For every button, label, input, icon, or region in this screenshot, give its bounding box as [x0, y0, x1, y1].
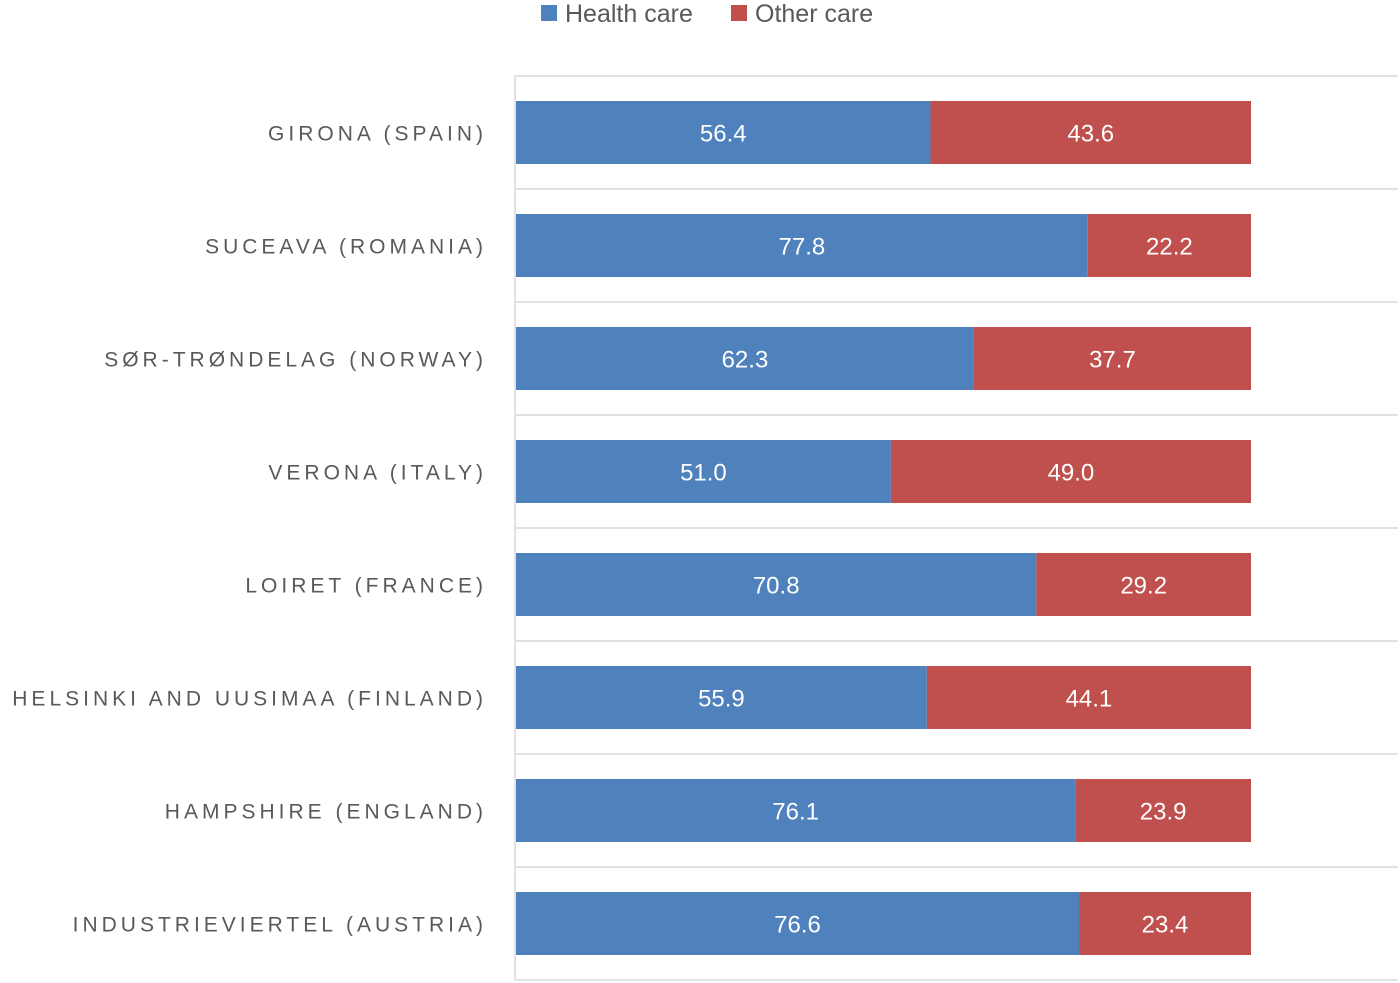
category-separators	[515, 75, 1398, 981]
health-care-bar	[516, 214, 1088, 277]
other-care-value-label: 43.6	[1067, 121, 1114, 148]
legend: Health care Other care	[541, 0, 873, 28]
bar-series	[516, 101, 1251, 955]
data-labels: 56.4 43.6 77.8 22.2 62.3 37.7 51.0 49.0 70.8 29.2…	[680, 121, 1193, 939]
other-care-value-label: 23.9	[1140, 799, 1187, 826]
category-label: SUCEAVA (ROMANIA)	[205, 236, 487, 259]
category-label: HAMPSHIRE (ENGLAND)	[165, 801, 487, 824]
other-care-bar	[930, 101, 1251, 164]
category-label: GIRONA (SPAIN)	[268, 123, 487, 146]
category-label: VERONA (ITALY)	[268, 462, 487, 485]
health-care-bar	[516, 440, 891, 503]
health-care-bar	[516, 553, 1037, 616]
other-care-bar	[1036, 553, 1251, 616]
category-label: HELSINKI AND UUSIMAA (FINLAND)	[12, 688, 487, 711]
other-care-value-label: 49.0	[1048, 460, 1095, 487]
health-care-bar	[516, 327, 974, 390]
legend-label-other-care: Other care	[755, 0, 873, 28]
health-care-value-label: 56.4	[700, 121, 747, 148]
health-care-value-label: 76.6	[774, 912, 821, 939]
other-care-value-label: 29.2	[1120, 573, 1167, 600]
legend-swatch-health-care	[541, 5, 557, 21]
other-care-bar	[1075, 779, 1251, 842]
category-label: SØR-TRØNDELAG (NORWAY)	[104, 349, 487, 372]
category-label: LOIRET (FRANCE)	[245, 575, 487, 598]
health-care-bar	[516, 779, 1076, 842]
legend-swatch-other-care	[731, 5, 747, 21]
other-care-value-label: 22.2	[1146, 234, 1193, 261]
health-care-bar	[516, 101, 931, 164]
other-care-value-label: 37.7	[1089, 347, 1136, 374]
other-care-bar	[926, 666, 1251, 729]
other-care-bar	[1087, 214, 1251, 277]
category-labels: GIRONA (SPAIN) SUCEAVA (ROMANIA) SØR-TRØND…	[12, 123, 487, 937]
health-care-value-label: 62.3	[722, 347, 769, 374]
other-care-value-label: 23.4	[1142, 912, 1189, 939]
health-care-value-label: 55.9	[698, 686, 745, 713]
legend-label-health-care: Health care	[565, 0, 693, 28]
other-care-bar	[1079, 892, 1251, 955]
health-care-value-label: 51.0	[680, 460, 727, 487]
health-care-value-label: 70.8	[753, 573, 800, 600]
health-care-bar	[516, 666, 927, 729]
health-care-bar	[516, 892, 1080, 955]
other-care-bar	[890, 440, 1251, 503]
category-label: INDUSTRIEVIERTEL (AUSTRIA)	[73, 914, 487, 937]
health-care-value-label: 77.8	[779, 234, 826, 261]
other-care-value-label: 44.1	[1066, 686, 1113, 713]
health-care-value-label: 76.1	[772, 799, 819, 826]
other-care-bar	[973, 327, 1251, 390]
